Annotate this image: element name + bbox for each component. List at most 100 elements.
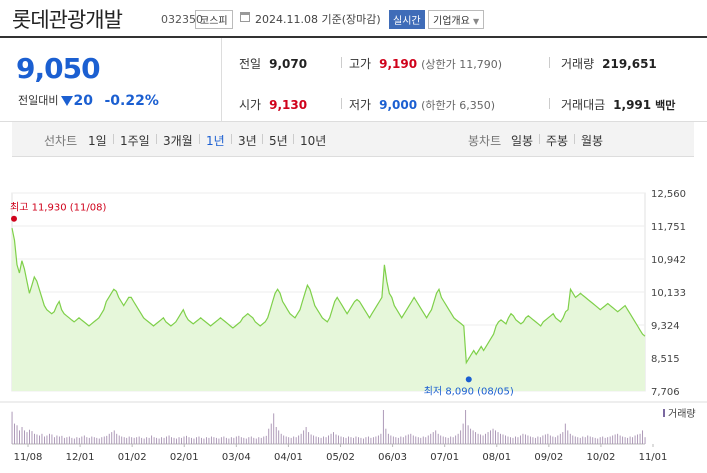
volume-bar <box>228 438 230 444</box>
volume-bar <box>435 430 437 444</box>
tab-1y[interactable]: 1년 <box>206 134 225 148</box>
tab-daily[interactable]: 일봉 <box>511 134 534 148</box>
volume-bar <box>86 437 88 444</box>
divider <box>549 98 550 109</box>
volume-bar <box>273 413 275 444</box>
volume-bar <box>126 437 128 444</box>
high: 고가 9,190 (상한가 11,790) <box>349 55 502 72</box>
volume-bar <box>108 433 110 444</box>
volume-bar <box>470 428 472 444</box>
volume-bar <box>350 437 352 444</box>
volume-bar <box>519 435 521 444</box>
tab-1d[interactable]: 1일 <box>88 134 107 148</box>
market-badge: 코스피 <box>195 10 233 29</box>
amount-value: 1,991 <box>613 98 652 112</box>
realtime-button[interactable]: 실시간 <box>389 10 425 29</box>
volume-bar <box>240 437 242 444</box>
volume-bar <box>452 437 454 444</box>
tab-monthly[interactable]: 월봉 <box>581 134 604 148</box>
volume-bar <box>91 436 93 444</box>
prev-close-value: 9,070 <box>269 57 308 71</box>
volume-bar <box>358 437 359 444</box>
volume-bar <box>502 434 504 444</box>
volume-bar <box>255 438 257 444</box>
tab-3y[interactable]: 3년 <box>238 134 257 148</box>
volume-bar <box>146 437 148 444</box>
chevron-down-icon: ▼ <box>473 17 480 26</box>
x-tick-label: 12/01 <box>66 452 95 463</box>
volume-bar <box>333 432 334 444</box>
tab-5y[interactable]: 5년 <box>269 134 288 148</box>
tab-10y[interactable]: 10년 <box>300 134 327 148</box>
volume-bar <box>71 437 73 444</box>
volume-bar <box>382 410 384 444</box>
amount-label: 거래대금 <box>561 98 606 112</box>
volume-bar <box>76 437 78 444</box>
volume-bar <box>29 429 30 444</box>
quote-date: 2024.11.08 기준(장마감) <box>255 13 381 26</box>
volume-bar <box>365 437 367 444</box>
volume-bar <box>295 437 297 444</box>
volume-bar <box>183 436 185 444</box>
x-tick-label: 05/02 <box>326 452 355 463</box>
volume-bar <box>303 430 305 444</box>
tab-3m[interactable]: 3개월 <box>163 134 193 148</box>
x-tick-label: 02/01 <box>170 452 199 463</box>
y-tick-label: 12,560 <box>651 189 686 200</box>
volume-bar <box>524 434 526 444</box>
change-percent: -0.22% <box>104 93 159 109</box>
volume-bar <box>402 437 404 444</box>
volume-bar <box>73 438 75 444</box>
volume-bar <box>293 436 295 444</box>
volume-bar <box>270 423 272 444</box>
volume-bar <box>121 436 123 444</box>
volume-bar <box>14 423 15 444</box>
volume-bar <box>230 437 232 444</box>
volume-bar <box>141 437 143 444</box>
volume-bar <box>372 437 374 444</box>
x-tick-label: 06/03 <box>378 452 407 463</box>
quote-summary: 9,050 전일대비 20 -0.22% 전일 9,070 고가 9,190 (상한가 … <box>0 36 707 122</box>
volume-bar <box>136 437 138 444</box>
volume-bar <box>63 437 65 444</box>
volume-bar <box>360 437 362 444</box>
volume-bar <box>587 435 589 444</box>
volume-bar <box>592 437 594 444</box>
volume-bar <box>485 433 487 444</box>
volume-bar <box>280 433 282 444</box>
low-marker <box>465 376 472 383</box>
volume-bar <box>178 437 180 444</box>
volume-bar <box>507 436 509 444</box>
volume-bar <box>218 438 220 444</box>
volume-bar <box>220 437 222 444</box>
tab-weekly[interactable]: 주봉 <box>546 134 569 148</box>
volume-bar <box>380 433 382 444</box>
volume-bar <box>370 437 372 444</box>
volume-bar <box>238 435 240 444</box>
volume-bar <box>340 436 342 444</box>
volume-bar <box>181 437 182 444</box>
volume-bar <box>133 437 135 444</box>
volume-bar <box>46 435 48 444</box>
company-info-dropdown[interactable]: 기업개요 ▼ <box>428 10 485 29</box>
volume-bar <box>614 434 616 444</box>
volume-bar <box>497 432 499 444</box>
low: 저가 9,000 (하한가 6,350) <box>349 96 495 113</box>
volume-bar <box>191 437 192 444</box>
volume-bar <box>440 435 442 444</box>
volume-bar <box>599 437 601 444</box>
open-value: 9,130 <box>269 98 308 112</box>
volume-bar <box>248 437 250 444</box>
volume-bar <box>420 437 422 444</box>
volume-bar <box>467 425 469 444</box>
volume-bar <box>395 437 397 444</box>
volume-bar <box>564 423 566 444</box>
volume-bar <box>113 430 115 444</box>
volume-bar <box>619 435 621 444</box>
volume-bar <box>308 432 310 444</box>
tab-1w[interactable]: 1주일 <box>120 134 150 148</box>
volume-label: 거래량 <box>561 57 595 71</box>
volume-bar <box>355 436 357 444</box>
volume-bar <box>539 437 541 444</box>
volume-bar <box>515 436 516 444</box>
